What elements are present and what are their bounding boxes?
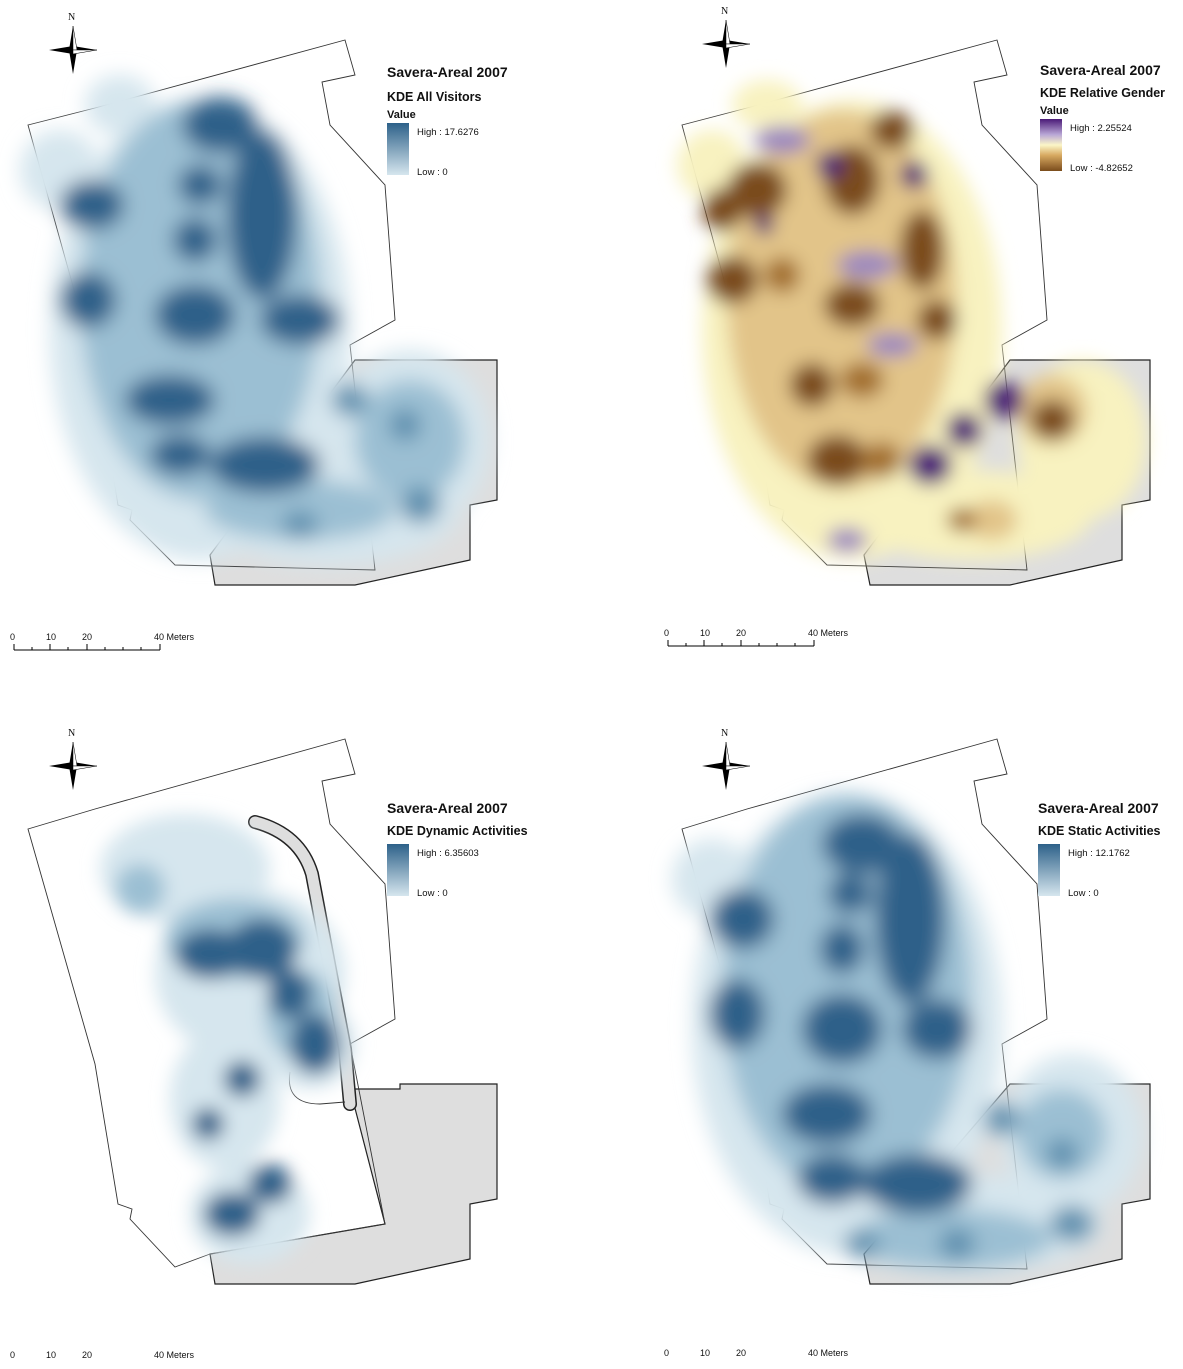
scale-tick-label: 20 (82, 632, 93, 642)
legend-low-label: Low : 0 (417, 167, 448, 178)
map-title: Savera-Areal 2007 (387, 64, 508, 80)
density-surface (20, 75, 490, 565)
compass-rose-icon (49, 741, 98, 790)
legend-high-label: High : 17.6276 (417, 127, 479, 138)
legend-value-label: Value (387, 109, 416, 121)
scale-tick-label: 10 (700, 1348, 711, 1358)
scale-tick-label: 10 (700, 628, 711, 638)
kde-map (677, 39, 1151, 586)
kde-map (20, 39, 498, 586)
scale-ruler (667, 640, 815, 647)
legend-ramp: High : 17.6276 Low : 0 (387, 123, 508, 179)
kde-map (672, 738, 1151, 1285)
map-subtitle: KDE Dynamic Activities (387, 824, 528, 838)
legend-ramp: High : 12.1762 Low : 0 (1038, 844, 1161, 900)
north-arrow: N (46, 728, 102, 794)
map-legend: Savera-Areal 2007 KDE Relative Gender Va… (1040, 62, 1165, 175)
legend-ramp: High : 6.35603 Low : 0 (387, 844, 528, 900)
legend-ramp: High : 2.25524 Low : -4.82652 (1040, 119, 1165, 175)
legend-low-label: Low : 0 (417, 888, 448, 899)
map-panel-relative-gender: N Savera-Areal 2007 KDE Relative Gender … (592, 0, 1183, 684)
scale-tick-label: 10 (46, 632, 57, 642)
north-arrow: N (46, 12, 102, 78)
legend-value-label: Value (1040, 105, 1069, 117)
north-label: N (721, 6, 729, 17)
scale-tick-label: 10 (46, 1350, 57, 1360)
scale-tick-label: 40 Meters (808, 1348, 849, 1358)
map-subtitle: KDE Relative Gender (1040, 86, 1166, 100)
scale-tick-label: 40 Meters (154, 1350, 195, 1360)
map-title: Savera-Areal 2007 (1040, 62, 1161, 78)
scale-tick-label: 20 (736, 628, 747, 638)
map-subtitle: KDE Static Activities (1038, 824, 1161, 838)
density-surface (672, 794, 1142, 1274)
map-panel-static-activities: N Savera-Areal 2007 KDE Static Activitie… (592, 684, 1183, 1368)
scale-tick-label: 40 Meters (154, 632, 195, 642)
scale-tick-label: 0 (664, 628, 670, 638)
north-arrow: N (699, 728, 755, 794)
legend-high-label: High : 2.25524 (1070, 123, 1132, 134)
map-legend: Savera-Areal 2007 KDE Static Activities … (1038, 800, 1161, 900)
scale-ruler (13, 644, 161, 651)
map-title: Savera-Areal 2007 (387, 800, 508, 816)
path-corridor-fill (249, 816, 356, 1110)
north-arrow: N (699, 6, 755, 72)
color-ramp (387, 844, 409, 896)
north-label: N (68, 728, 76, 739)
map-subtitle: KDE All Visitors (387, 90, 482, 104)
compass-rose-icon (702, 741, 751, 790)
scale-tick-label: 20 (82, 1350, 93, 1360)
scale-tick-label: 0 (10, 632, 16, 642)
density-surface (677, 80, 1147, 560)
color-ramp (1040, 119, 1062, 171)
compass-rose-icon (49, 25, 98, 74)
map-title: Savera-Areal 2007 (1038, 800, 1159, 816)
color-ramp (387, 123, 409, 175)
map-legend: Savera-Areal 2007 KDE Dynamic Activities… (387, 800, 528, 900)
kde-map (27, 738, 498, 1285)
scale-tick-label: 20 (736, 1348, 747, 1358)
scale-tick-label: 0 (10, 1350, 16, 1360)
compass-rose-icon (702, 19, 751, 68)
legend-high-label: High : 12.1762 (1068, 848, 1130, 859)
north-label: N (68, 12, 76, 23)
legend-high-label: High : 6.35603 (417, 848, 479, 859)
density-surface (100, 814, 355, 1264)
color-ramp (1038, 844, 1060, 896)
map-panel-dynamic-activities: N Savera-Areal 2007 KDE Dynamic Activiti… (0, 684, 591, 1368)
north-label: N (721, 728, 729, 739)
scale-tick-label: 0 (664, 1348, 670, 1358)
legend-low-label: Low : 0 (1068, 888, 1099, 899)
map-legend: Savera-Areal 2007 KDE All Visitors Value… (387, 64, 508, 179)
map-panel-all-visitors: N Savera-Areal 2007 KDE All Visitors Val… (0, 0, 591, 684)
legend-low-label: Low : -4.82652 (1070, 163, 1133, 174)
scale-tick-label: 40 Meters (808, 628, 849, 638)
